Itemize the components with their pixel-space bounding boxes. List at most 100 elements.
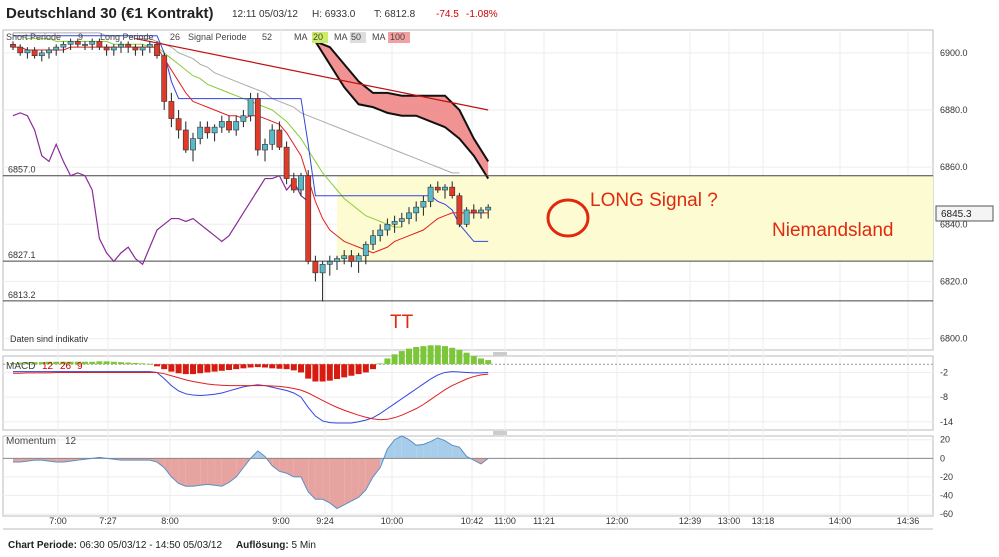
momentum-resize-handle[interactable]	[493, 431, 507, 435]
level-label: 6827.1	[8, 250, 36, 260]
cloud-area	[315, 41, 489, 179]
candle-body	[348, 255, 355, 262]
candle-body	[269, 129, 276, 145]
candle-body	[456, 195, 463, 225]
macd-histogram-bar	[319, 364, 326, 382]
macd-histogram-bar	[125, 362, 132, 365]
candle-body	[449, 186, 456, 197]
candle-body	[197, 126, 204, 139]
period-label: Chart Periode:	[8, 540, 77, 551]
momentum-param: 12	[65, 436, 77, 447]
candle-body	[82, 43, 88, 46]
momentum-area-segment	[430, 437, 438, 459]
last-price-tag: 6845.3	[935, 205, 994, 222]
legend-long-value: 26	[170, 32, 180, 42]
momentum-area-segment	[394, 436, 402, 459]
macd-histogram-bar	[132, 362, 139, 365]
macd-histogram-bar	[60, 361, 67, 365]
macd-histogram-bar	[326, 364, 333, 381]
macd-histogram-bar	[74, 361, 81, 365]
level-label: 6857.0	[8, 165, 36, 175]
panel-resize-handles[interactable]	[493, 352, 507, 435]
macd-histogram-bar	[233, 364, 240, 370]
x-tick-label: 10:42	[461, 516, 484, 526]
macd-param-signal: 9	[77, 361, 83, 372]
momentum-area-segment	[387, 439, 395, 459]
momentum-area-segment	[193, 458, 201, 487]
legend-signal-value: 52	[262, 32, 272, 42]
macd-histogram-bar	[298, 364, 304, 373]
x-tick-label: 14:00	[829, 516, 852, 526]
trend-line	[135, 37, 489, 111]
legend-signal-label: Signal Periode	[188, 32, 247, 42]
macd-param-fast: 12	[42, 361, 54, 372]
macd-histogram-bar	[190, 364, 196, 375]
macd-histogram-bar	[247, 364, 254, 368]
macd-histogram-bar	[269, 364, 276, 369]
candle-body	[290, 178, 297, 191]
x-tick-label: 11:21	[533, 516, 555, 526]
momentum-area-segment	[272, 458, 280, 472]
macd-histogram-bar	[218, 364, 225, 371]
momentum-area-segment	[423, 441, 431, 459]
candle-body	[442, 186, 448, 191]
macd-panel-frame	[2, 355, 934, 431]
candle-body	[341, 255, 348, 259]
momentum-y-tick-label: 20	[940, 435, 950, 445]
candle-body	[96, 41, 103, 48]
momentum-y-tick-label: -60	[940, 509, 953, 519]
candle-body	[420, 201, 427, 208]
momentum-area-segment	[337, 458, 345, 509]
ma100-line	[13, 32, 460, 174]
macd-histogram-bar	[442, 346, 448, 365]
macd-histogram-bar	[96, 361, 103, 365]
macd-histogram-bar	[262, 364, 268, 368]
zone-fill	[337, 175, 933, 262]
cloud-upper-line	[315, 40, 490, 162]
macd-histogram-bar	[391, 354, 398, 365]
macd-histogram-bar	[17, 362, 24, 365]
macd-resize-handle[interactable]	[493, 352, 507, 356]
momentum-area-segment	[308, 458, 316, 500]
candle-body	[283, 146, 290, 179]
macd-histogram-bar	[118, 362, 124, 365]
candle-body	[175, 118, 182, 131]
level-label: 6813.2	[8, 290, 36, 300]
macd-histogram-bar	[485, 360, 492, 365]
macd-histogram-bar	[478, 358, 484, 365]
macd-histogram-bar	[46, 361, 52, 365]
momentum-legend: Momentum 12	[6, 436, 77, 447]
macd-histogram-bar	[197, 364, 204, 374]
momentum-title: Momentum	[6, 436, 56, 447]
indicator-legend: Short Periode 9 Long Periode 26 Signal P…	[6, 32, 410, 43]
macd-histogram-bar	[290, 364, 297, 371]
candlesticks	[10, 38, 492, 302]
macd-histogram-bar	[398, 351, 405, 365]
momentum-area-segment	[452, 445, 460, 459]
price-y-tick-label: 6800.0	[940, 334, 968, 344]
x-tick-label: 10:00	[381, 516, 404, 526]
candle-body	[110, 46, 117, 51]
macd-legend: MACD 12 26 9	[6, 361, 83, 372]
candle-body	[406, 212, 412, 219]
ichimoku-cloud	[314, 40, 490, 180]
macd-histogram-bar	[154, 364, 160, 367]
macd-histogram-bar	[82, 361, 88, 365]
x-tick-label: 11:00	[494, 516, 516, 526]
instrument-title: Deutschland 30 (€1 Kontrakt)	[6, 5, 214, 22]
macd-histogram-bar	[67, 361, 74, 365]
macd-histogram-bar	[89, 361, 96, 365]
macd-histogram-bar	[10, 362, 16, 365]
candle-body	[276, 129, 283, 148]
last-price-value: 6845.3	[941, 209, 972, 220]
candle-body	[132, 46, 139, 51]
candle-body	[38, 52, 45, 57]
momentum-area-segment	[365, 458, 373, 490]
day-low: T: 6812.8	[374, 9, 416, 20]
momentum-area-segment	[445, 440, 453, 459]
candle-body	[262, 143, 268, 151]
momentum-line	[13, 435, 489, 510]
candle-body	[211, 126, 218, 134]
macd-histogram-bar	[276, 364, 283, 369]
